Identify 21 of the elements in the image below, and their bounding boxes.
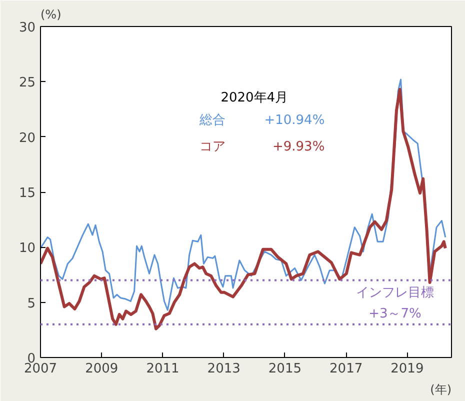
x-tick-label: 2009: [85, 362, 118, 376]
annotation: +9.93%: [272, 139, 325, 154]
ref-line-label: インフレ目標: [356, 285, 434, 300]
annotation: 2020年4月: [220, 90, 288, 106]
y-tick-label: 30: [18, 20, 36, 36]
x-axis-title: (年): [430, 382, 452, 396]
y-tick-label: 15: [18, 186, 36, 201]
ref-line-label: +3～7%: [368, 306, 422, 322]
text: コア: [199, 139, 226, 154]
y-tick-label: 25: [18, 76, 36, 91]
x-tick-label: 2011: [146, 362, 180, 376]
y-tick-label: 5: [27, 296, 36, 312]
annotation: +10.94%: [264, 113, 325, 128]
x-tick-label: 2013: [207, 362, 240, 376]
x-tick-label: 2015: [268, 362, 302, 376]
y-axis-title: (%): [40, 8, 62, 22]
x-tick-label: 2017: [330, 362, 363, 376]
y-tick-label: 20: [18, 130, 36, 146]
y-tick-label: 10: [18, 241, 36, 256]
x-tick-label: 2019: [390, 362, 424, 376]
text: 総合: [198, 113, 226, 128]
